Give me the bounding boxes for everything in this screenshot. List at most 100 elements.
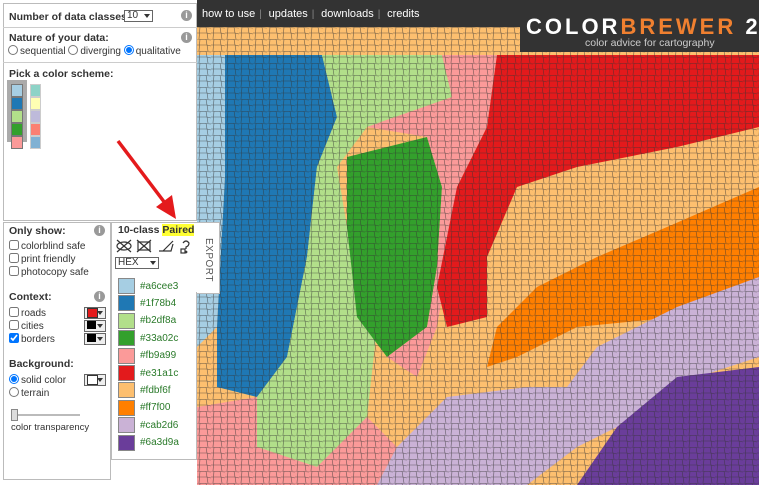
checkbox-label: roads bbox=[21, 308, 47, 319]
options-panel bbox=[3, 222, 111, 480]
checkbox[interactable] bbox=[9, 240, 19, 250]
checkbox[interactable] bbox=[9, 266, 19, 276]
radio[interactable] bbox=[9, 374, 19, 384]
radio-label: terrain bbox=[21, 388, 50, 399]
info-icon[interactable]: i bbox=[181, 10, 192, 21]
color-row: #ff7f00 bbox=[118, 399, 171, 417]
radio-label: diverging bbox=[80, 46, 121, 57]
color-code: #e31a1c bbox=[140, 367, 179, 379]
checkbox-option[interactable]: photocopy safe bbox=[9, 266, 89, 279]
checkbox-option[interactable]: colorblind safe bbox=[9, 240, 89, 253]
filter-options: colorblind safe print friendly photocopy… bbox=[9, 240, 89, 279]
nature-options: sequential diverging qualitative bbox=[8, 45, 181, 57]
slider-handle[interactable] bbox=[11, 409, 18, 421]
background-options: solid color terrain bbox=[9, 374, 66, 400]
checkbox-label: borders bbox=[21, 334, 55, 345]
radio-option[interactable]: solid color bbox=[9, 374, 66, 387]
radio-option[interactable]: sequential bbox=[8, 45, 66, 57]
icon-lcd[interactable] bbox=[180, 240, 190, 254]
icon-row bbox=[116, 239, 190, 254]
color-code: #33a02c bbox=[140, 332, 179, 344]
select-value: HEX bbox=[118, 257, 139, 268]
color-row: #cab2d6 bbox=[118, 417, 178, 434]
radio-option[interactable]: qualitative bbox=[123, 45, 181, 57]
radio-label: solid color bbox=[21, 375, 67, 386]
color-swatch bbox=[118, 399, 135, 416]
radio[interactable] bbox=[9, 387, 19, 397]
divider bbox=[3, 62, 197, 63]
context-options: roads cities borders bbox=[9, 307, 55, 346]
color-swatch bbox=[118, 434, 135, 451]
color-row: #e31a1c bbox=[118, 365, 178, 382]
radio[interactable] bbox=[68, 45, 79, 55]
color-swatch bbox=[118, 365, 135, 381]
radio[interactable] bbox=[8, 45, 18, 55]
scheme-swatch[interactable] bbox=[30, 84, 41, 149]
map bbox=[197, 27, 759, 485]
checkbox-label: cities bbox=[21, 321, 44, 332]
export-tab[interactable]: EXPORT bbox=[203, 238, 214, 282]
color-code: #1f78b4 bbox=[140, 297, 177, 309]
color-picker[interactable] bbox=[84, 307, 106, 319]
radio[interactable] bbox=[123, 45, 134, 55]
icon-photocopy[interactable] bbox=[159, 240, 174, 252]
info-icon[interactable]: i bbox=[94, 291, 105, 302]
nav: how to use | updates | downloads | credits bbox=[202, 8, 420, 20]
color-code: #6a3d9a bbox=[140, 437, 179, 449]
color-swatch bbox=[118, 278, 135, 294]
color-row: #6a3d9a bbox=[118, 434, 179, 452]
color-swatch bbox=[118, 312, 135, 329]
checkbox-option[interactable]: borders bbox=[9, 333, 55, 346]
color-picker[interactable] bbox=[84, 333, 106, 345]
checkbox[interactable] bbox=[9, 320, 19, 330]
county-borders bbox=[197, 27, 759, 485]
logo-box bbox=[520, 0, 759, 52]
color-row: #b2df8a bbox=[118, 312, 177, 330]
color-swatch bbox=[118, 347, 135, 364]
icon-colorblind[interactable] bbox=[116, 239, 132, 253]
color-row: #33a02c bbox=[118, 330, 178, 347]
checkbox[interactable] bbox=[9, 333, 19, 343]
color-code: #b2df8a bbox=[140, 315, 177, 327]
logo: COLORBREWER 2.0 bbox=[526, 14, 759, 40]
color-picker[interactable] bbox=[84, 374, 106, 386]
checkbox[interactable] bbox=[9, 307, 19, 317]
slider-track[interactable] bbox=[12, 414, 80, 416]
checkbox[interactable] bbox=[9, 253, 19, 263]
slider-label: color transparency bbox=[11, 422, 90, 433]
label: Background: bbox=[9, 358, 74, 370]
color-code: #fb9a99 bbox=[140, 350, 177, 362]
color-swatch bbox=[118, 295, 135, 312]
nav-link[interactable]: updates bbox=[268, 8, 308, 20]
nav-link[interactable]: downloads bbox=[321, 8, 374, 20]
color-swatch bbox=[118, 382, 135, 399]
label: Nature of your data: bbox=[9, 32, 109, 44]
scheme-swatch[interactable] bbox=[11, 84, 23, 149]
radio-label: qualitative bbox=[135, 46, 181, 57]
format-select[interactable]: HEX bbox=[115, 257, 159, 269]
color-code: #fdbf6f bbox=[140, 384, 171, 396]
color-code: #ff7f00 bbox=[140, 402, 171, 414]
color-code: #a6cee3 bbox=[140, 280, 179, 292]
nav-link[interactable]: credits bbox=[387, 8, 420, 20]
scheme-name: Paired bbox=[162, 224, 195, 236]
color-swatch bbox=[118, 330, 135, 347]
color-row: #a6cee3 bbox=[118, 278, 178, 295]
color-swatch bbox=[118, 417, 135, 434]
info-icon[interactable]: i bbox=[94, 225, 105, 236]
radio-label: sequential bbox=[20, 46, 66, 57]
info-icon[interactable]: i bbox=[181, 32, 192, 43]
radio-option[interactable]: diverging bbox=[68, 45, 121, 57]
icon-print[interactable] bbox=[136, 239, 152, 253]
scheme-count: 10-class bbox=[118, 224, 160, 236]
checkbox-option[interactable]: roads bbox=[9, 307, 55, 320]
label: Number of data classes: bbox=[9, 11, 131, 23]
color-picker[interactable] bbox=[84, 320, 106, 332]
nav-link[interactable]: how to use bbox=[202, 8, 256, 20]
radio-option[interactable]: terrain bbox=[9, 387, 66, 400]
checkbox-option[interactable]: cities bbox=[9, 320, 55, 333]
class-select[interactable]: 10 bbox=[124, 10, 153, 22]
color-row: #1f78b4 bbox=[118, 295, 176, 312]
checkbox-option[interactable]: print friendly bbox=[9, 253, 89, 266]
